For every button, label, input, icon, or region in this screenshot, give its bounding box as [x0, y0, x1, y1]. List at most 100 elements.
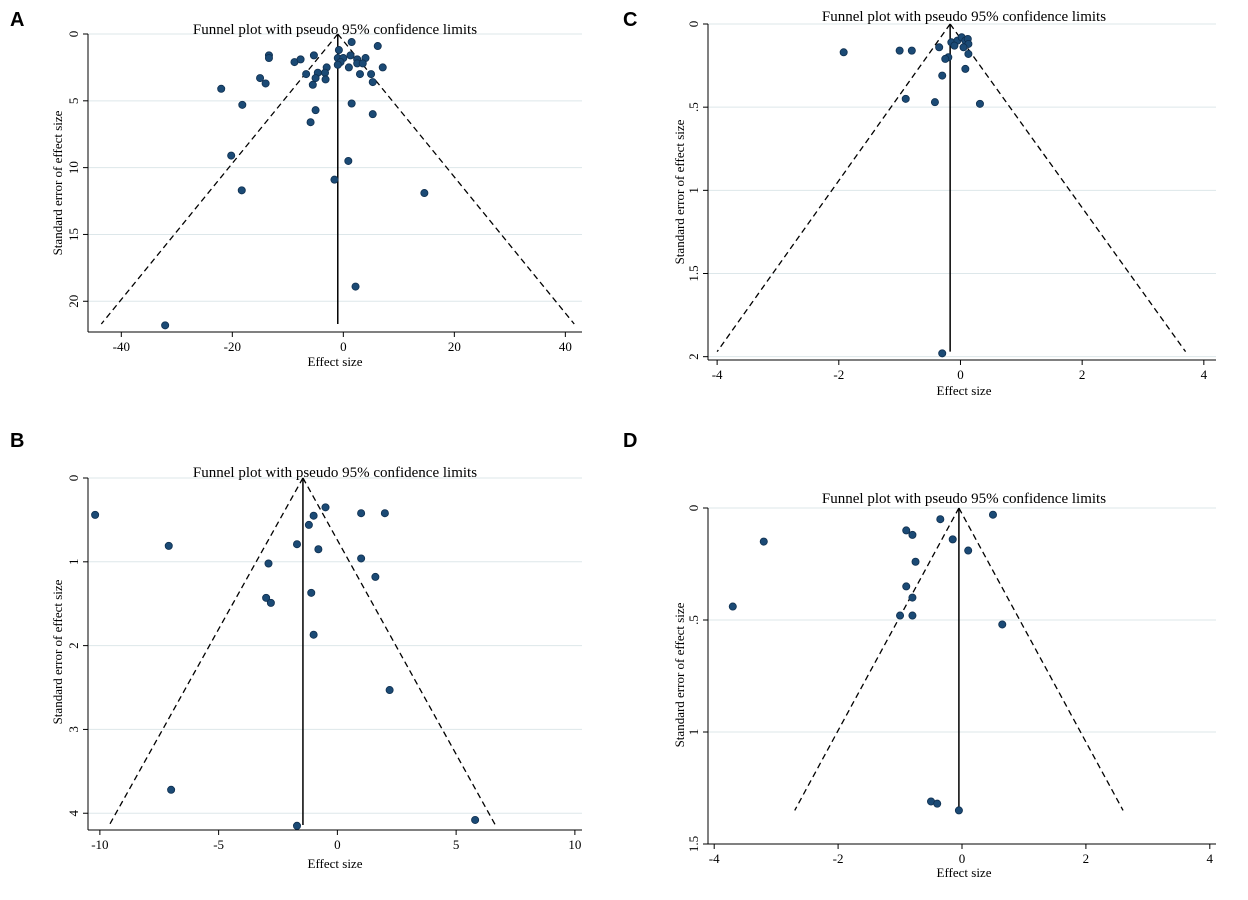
- study-point-d-16: [954, 806, 963, 815]
- study-point-d-13: [998, 620, 1007, 629]
- study-point-d-4: [908, 530, 917, 539]
- study-point-b-8: [314, 545, 323, 554]
- y-tick-label-c-2: 1: [686, 187, 701, 194]
- y-tick-label-d-0: 0: [686, 505, 701, 512]
- panel-label-b: B: [10, 430, 24, 452]
- study-point-b-14: [307, 588, 316, 597]
- y-tick-label-d-1: .5: [686, 615, 701, 625]
- y-tick-label-a-2: 10: [66, 161, 81, 174]
- study-point-a-0: [347, 38, 356, 47]
- y-axis-label-b: Standard error of effect size: [50, 579, 65, 724]
- ci-line-b-1: [302, 477, 496, 826]
- study-point-a-10: [346, 51, 355, 60]
- study-point-a-30: [368, 78, 377, 87]
- x-tick-label-a-2: 0: [340, 339, 347, 354]
- study-point-c-3: [935, 43, 944, 52]
- x-axis-label-d: Effect size: [937, 865, 992, 880]
- study-point-b-0: [91, 510, 100, 519]
- y-tick-label-a-3: 15: [66, 228, 81, 241]
- study-point-a-32: [238, 100, 247, 109]
- study-point-a-29: [308, 80, 317, 89]
- y-tick-label-a-1: 5: [66, 98, 81, 105]
- x-tick-label-b-1: -5: [213, 837, 224, 852]
- y-tick-label-a-0: 0: [66, 31, 81, 38]
- study-point-c-14: [964, 49, 973, 58]
- chart-title-c: Funnel plot with pseudo 95% confidence l…: [822, 9, 1106, 25]
- study-point-a-6: [309, 51, 318, 60]
- x-tick-label-b-3: 5: [453, 837, 460, 852]
- study-point-b-19: [471, 815, 480, 824]
- study-point-a-43: [161, 321, 170, 330]
- y-tick-label-b-1: 1: [66, 559, 81, 566]
- study-point-b-9: [357, 554, 366, 563]
- study-point-d-12: [728, 602, 737, 611]
- ci-line-a-1: [337, 33, 575, 325]
- study-point-a-1: [373, 42, 382, 51]
- panel-label-d: D: [623, 430, 637, 452]
- study-point-a-19: [378, 63, 387, 72]
- y-tick-label-b-0: 0: [66, 475, 81, 482]
- y-tick-label-b-3: 3: [66, 726, 81, 733]
- chart-panel-c: 0 .5 1 1.5 2 -4 -2 0 2 4 C Funnel plot with pseud…: [623, 9, 1216, 398]
- y-tick-label-b-2: 2: [66, 642, 81, 649]
- study-point-b-3: [309, 511, 318, 520]
- study-point-a-24: [355, 70, 364, 79]
- chart-panel-a: 0 5 10 15 20 -40 -20 0 20 40 A Funnel plot with p…: [10, 9, 582, 369]
- y-axis-label-d: Standard error of effect size: [672, 602, 687, 747]
- chart-title-d: Funnel plot with pseudo 95% confidence l…: [822, 491, 1106, 507]
- x-tick-label-c-1: -2: [833, 367, 844, 382]
- study-point-c-11: [950, 41, 959, 50]
- study-point-c-0: [839, 48, 848, 57]
- x-tick-label-d-1: -2: [833, 851, 844, 866]
- y-axis-label-c: Standard error of effect size: [672, 119, 687, 264]
- study-point-a-31: [217, 84, 226, 93]
- x-tick-label-b-2: 0: [334, 837, 341, 852]
- study-point-b-18: [292, 821, 301, 830]
- x-axis-label-b: Effect size: [308, 856, 363, 871]
- study-point-a-34: [347, 99, 356, 108]
- study-point-b-6: [380, 509, 389, 518]
- study-point-a-17: [344, 63, 353, 72]
- x-tick-label-d-3: 2: [1083, 851, 1090, 866]
- ci-line-d-0: [794, 507, 960, 811]
- study-point-b-15: [309, 630, 318, 639]
- x-tick-label-c-3: 2: [1079, 367, 1086, 382]
- study-point-b-16: [385, 686, 394, 695]
- x-tick-label-b-0: -10: [91, 837, 108, 852]
- ci-line-d-1: [958, 507, 1124, 811]
- chart-title-b: Funnel plot with pseudo 95% confidence l…: [193, 465, 477, 481]
- study-point-c-17: [901, 94, 910, 103]
- study-point-a-26: [261, 79, 270, 88]
- study-point-a-39: [330, 175, 339, 184]
- y-tick-label-d-2: 1: [686, 729, 701, 736]
- chart-title-a: Funnel plot with pseudo 95% confidence l…: [193, 22, 477, 38]
- ci-line-c-0: [716, 23, 951, 353]
- study-point-a-41: [420, 189, 429, 198]
- study-point-d-3: [902, 526, 911, 535]
- ci-line-b-0: [108, 477, 304, 826]
- study-point-a-5: [296, 55, 305, 64]
- study-point-c-18: [930, 98, 939, 107]
- x-axis-label-c: Effect size: [937, 383, 992, 398]
- study-point-b-4: [304, 520, 313, 529]
- study-point-d-1: [988, 510, 997, 519]
- study-point-d-15: [933, 799, 942, 808]
- x-tick-label-c-4: 4: [1201, 367, 1208, 382]
- ci-line-a-0: [100, 33, 339, 325]
- study-point-c-19: [975, 99, 984, 108]
- study-point-c-2: [907, 46, 916, 55]
- study-point-a-15: [333, 60, 342, 69]
- chart-panel-b: 0 1 2 3 4 -10 -5 0 5 10 B Funnel plot with pseudo…: [10, 430, 582, 871]
- study-point-a-18: [358, 59, 367, 68]
- study-point-d-6: [964, 546, 973, 555]
- study-point-c-20: [938, 349, 947, 358]
- study-point-a-20: [321, 68, 330, 77]
- study-point-d-7: [911, 557, 920, 566]
- study-point-c-16: [938, 71, 947, 80]
- study-point-d-8: [902, 582, 911, 591]
- study-point-a-28: [321, 75, 330, 84]
- study-point-d-9: [908, 593, 917, 602]
- study-point-a-38: [344, 156, 353, 165]
- study-point-b-7: [292, 540, 301, 549]
- study-point-a-23: [367, 70, 376, 79]
